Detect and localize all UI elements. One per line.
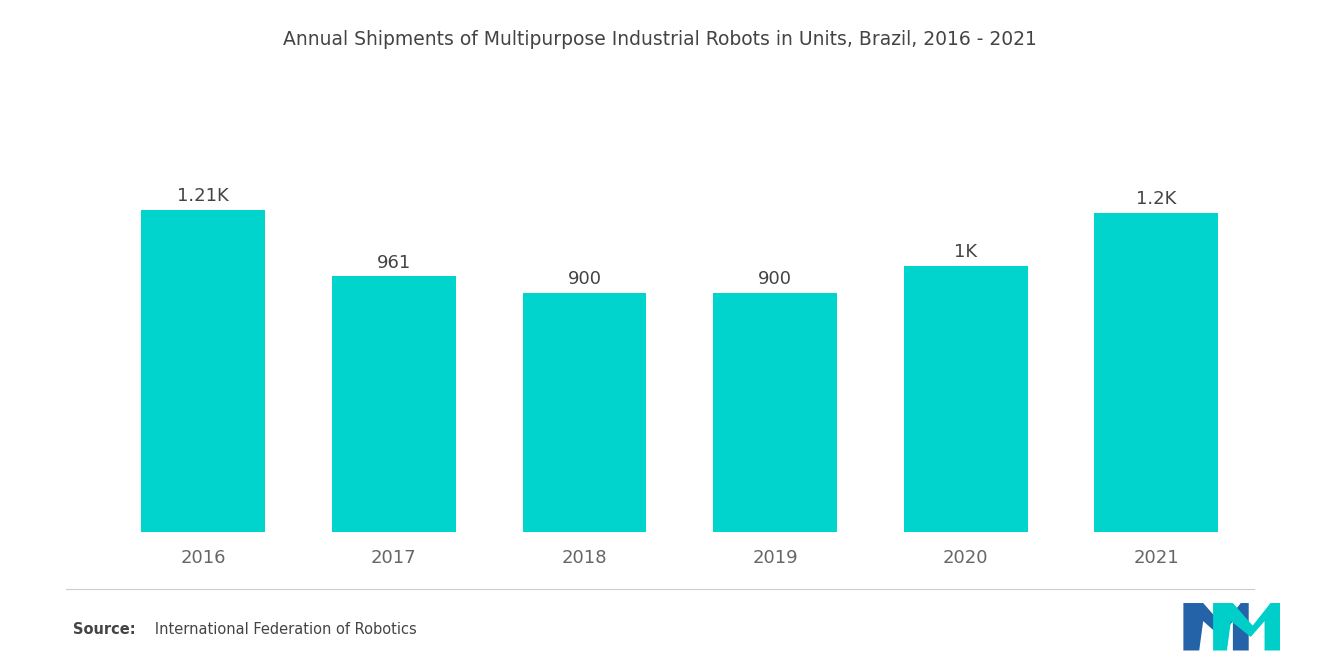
Bar [1094, 213, 1218, 532]
Text: Source:: Source: [73, 622, 135, 637]
Text: 1.21K: 1.21K [177, 188, 228, 205]
Bar [904, 266, 1028, 532]
Bar [141, 210, 265, 532]
Text: Annual Shipments of Multipurpose Industrial Robots in Units, Brazil, 2016 - 2021: Annual Shipments of Multipurpose Industr… [282, 30, 1038, 49]
Text: 900: 900 [568, 270, 602, 288]
Text: 1K: 1K [954, 243, 977, 261]
Polygon shape [1213, 603, 1280, 650]
Text: International Federation of Robotics: International Federation of Robotics [141, 622, 417, 637]
Text: 1.2K: 1.2K [1137, 190, 1176, 208]
Bar [523, 293, 647, 532]
Bar [713, 293, 837, 532]
Polygon shape [1184, 603, 1249, 650]
Text: 961: 961 [376, 253, 411, 271]
Bar [331, 277, 455, 532]
Text: 900: 900 [758, 270, 792, 288]
